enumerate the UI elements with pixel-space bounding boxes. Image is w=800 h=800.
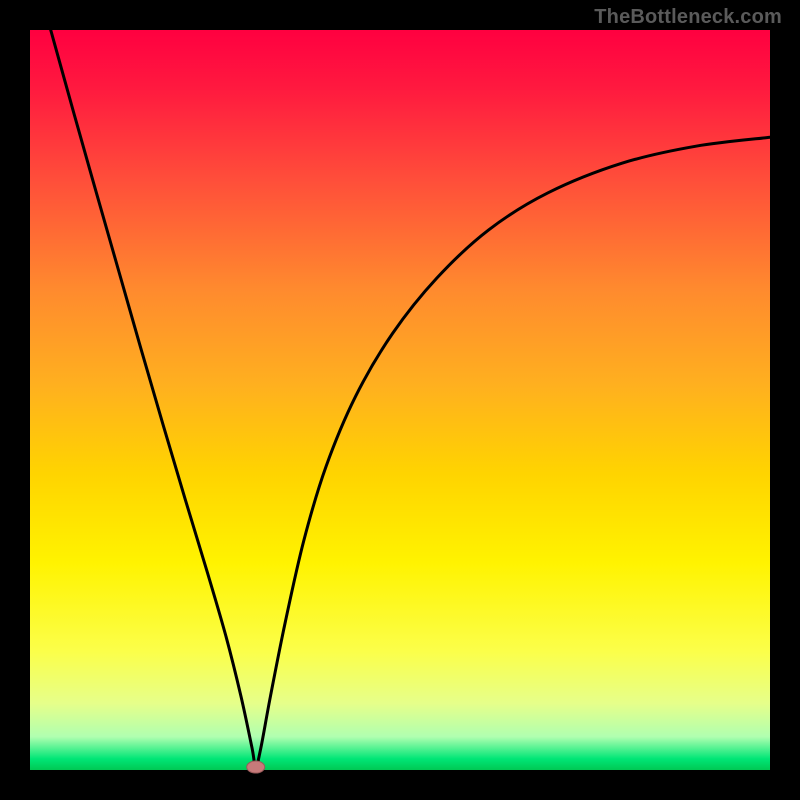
chart-container: TheBottleneck.com	[0, 0, 800, 800]
watermark-text: TheBottleneck.com	[594, 6, 782, 29]
bottleneck-chart	[0, 0, 800, 800]
optimal-point-marker	[247, 761, 265, 773]
plot-background	[30, 30, 770, 770]
